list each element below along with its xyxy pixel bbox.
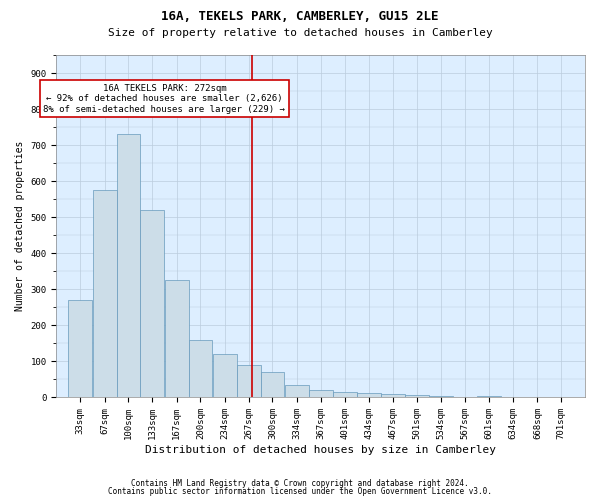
Bar: [406, 394, 429, 398]
Bar: [213, 354, 237, 398]
Bar: [309, 390, 332, 398]
Bar: [165, 280, 188, 398]
Bar: [478, 396, 501, 398]
Bar: [260, 372, 284, 398]
Bar: [237, 365, 260, 398]
Bar: [93, 190, 116, 398]
Bar: [140, 210, 164, 398]
Y-axis label: Number of detached properties: Number of detached properties: [15, 141, 25, 312]
Bar: [429, 396, 453, 398]
Text: Contains HM Land Registry data © Crown copyright and database right 2024.: Contains HM Land Registry data © Crown c…: [131, 478, 469, 488]
Text: 16A TEKELS PARK: 272sqm
← 92% of detached houses are smaller (2,626)
8% of semi-: 16A TEKELS PARK: 272sqm ← 92% of detache…: [43, 84, 286, 114]
Text: Contains public sector information licensed under the Open Government Licence v3: Contains public sector information licen…: [108, 487, 492, 496]
Bar: [116, 134, 140, 398]
Bar: [188, 340, 212, 398]
Text: Size of property relative to detached houses in Camberley: Size of property relative to detached ho…: [107, 28, 493, 38]
Bar: [381, 394, 404, 398]
X-axis label: Distribution of detached houses by size in Camberley: Distribution of detached houses by size …: [145, 445, 496, 455]
Text: 16A, TEKELS PARK, CAMBERLEY, GU15 2LE: 16A, TEKELS PARK, CAMBERLEY, GU15 2LE: [161, 10, 439, 23]
Bar: [285, 385, 309, 398]
Bar: [550, 397, 573, 398]
Bar: [334, 392, 357, 398]
Bar: [68, 300, 92, 398]
Bar: [357, 393, 381, 398]
